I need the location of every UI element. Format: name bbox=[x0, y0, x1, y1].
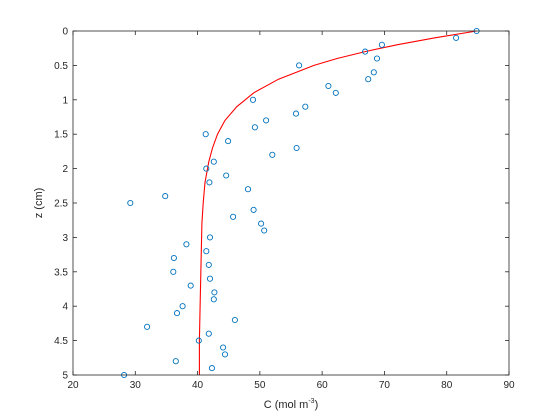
y-tick-label: 5 bbox=[62, 371, 68, 382]
scatter-point bbox=[453, 34, 460, 41]
scatter-point bbox=[263, 117, 270, 124]
scatter-point bbox=[203, 248, 210, 255]
scatter-point bbox=[206, 179, 213, 186]
y-axis: 0 0.5 1 1.5 2 2.5 3 3.5 4 4.5 5 bbox=[54, 27, 509, 382]
scatter-point bbox=[205, 261, 212, 268]
x-axis-label-superscript: -3 bbox=[308, 398, 314, 405]
scatter-point bbox=[210, 158, 217, 165]
y-tick-label: 4 bbox=[62, 302, 68, 313]
y-tick-label: 0 bbox=[62, 27, 68, 38]
scatter-point bbox=[365, 76, 372, 83]
x-axis-label-end: ) bbox=[315, 399, 319, 411]
x-tick-label: 80 bbox=[441, 380, 453, 391]
scatter-point bbox=[362, 48, 369, 55]
scatter-point bbox=[162, 193, 169, 200]
y-tick-label: 1.5 bbox=[54, 130, 68, 141]
scatter-point bbox=[202, 131, 209, 138]
x-tick-label: 40 bbox=[192, 380, 204, 391]
y-tick-label: 3.5 bbox=[54, 267, 68, 278]
scatter-point bbox=[231, 316, 238, 324]
x-axis: 20 30 40 50 60 70 80 90 bbox=[67, 31, 515, 391]
scatter-point bbox=[230, 213, 237, 220]
scatter-point bbox=[378, 41, 385, 48]
x-tick-label: 30 bbox=[130, 380, 142, 391]
x-tick-label: 20 bbox=[67, 380, 79, 391]
x-tick-label: 50 bbox=[254, 380, 266, 391]
scatter-point bbox=[292, 110, 300, 117]
scatter-point bbox=[293, 144, 300, 152]
scatter-point bbox=[170, 254, 177, 262]
scatter-point bbox=[370, 69, 377, 76]
y-tick-label: 4.5 bbox=[54, 336, 68, 347]
scatter-point bbox=[269, 151, 276, 158]
scatter-point bbox=[183, 241, 190, 248]
y-tick-label: 3 bbox=[62, 233, 68, 244]
x-tick-label: 60 bbox=[317, 380, 329, 391]
x-tick-label: 90 bbox=[503, 380, 515, 391]
scatter-point bbox=[206, 234, 214, 241]
y-tick-label: 2.5 bbox=[54, 199, 68, 210]
scatter-point bbox=[144, 323, 151, 330]
y-tick-label: 0.5 bbox=[54, 61, 68, 72]
scatter-point bbox=[261, 227, 268, 234]
scatter-point bbox=[208, 365, 215, 372]
scatter-point bbox=[172, 358, 179, 365]
scatter-point bbox=[206, 275, 214, 282]
y-axis-label: z (cm) bbox=[33, 188, 45, 219]
scatter-point bbox=[220, 344, 227, 351]
x-tick-label: 70 bbox=[379, 380, 391, 391]
scatter-points-layer bbox=[121, 27, 480, 379]
scatter-point bbox=[127, 199, 134, 207]
scatter-point bbox=[203, 165, 210, 172]
plot-area bbox=[73, 31, 509, 375]
scatter-point bbox=[251, 124, 258, 131]
scatter-point bbox=[179, 303, 186, 310]
x-axis-label: C (mol m-3) bbox=[264, 398, 319, 411]
scatter-point bbox=[325, 82, 332, 90]
scatter-point bbox=[170, 268, 177, 275]
scatter-point bbox=[296, 62, 303, 69]
scatter-point bbox=[221, 351, 229, 358]
scatter-point bbox=[187, 282, 194, 289]
scatter-point bbox=[332, 89, 339, 96]
scatter-point bbox=[302, 103, 309, 110]
scatter-point bbox=[258, 220, 265, 227]
scatter-point bbox=[249, 96, 257, 103]
scatter-point bbox=[244, 186, 252, 193]
scatter-point bbox=[225, 138, 232, 145]
scatter-point bbox=[250, 206, 257, 213]
scatter-point bbox=[195, 337, 202, 344]
fit-curve-line bbox=[198, 30, 477, 375]
scatter-point bbox=[373, 55, 381, 62]
x-axis-label-main: C (mol m bbox=[264, 399, 309, 411]
fit-curve-layer bbox=[198, 30, 477, 375]
y-tick-label: 1 bbox=[62, 95, 68, 106]
scatter-point bbox=[210, 296, 217, 303]
y-tick-label: 2 bbox=[62, 164, 68, 175]
scatter-point bbox=[211, 289, 218, 296]
scatter-point bbox=[173, 310, 181, 317]
scatter-point bbox=[223, 172, 230, 179]
scatter-point bbox=[205, 330, 212, 337]
